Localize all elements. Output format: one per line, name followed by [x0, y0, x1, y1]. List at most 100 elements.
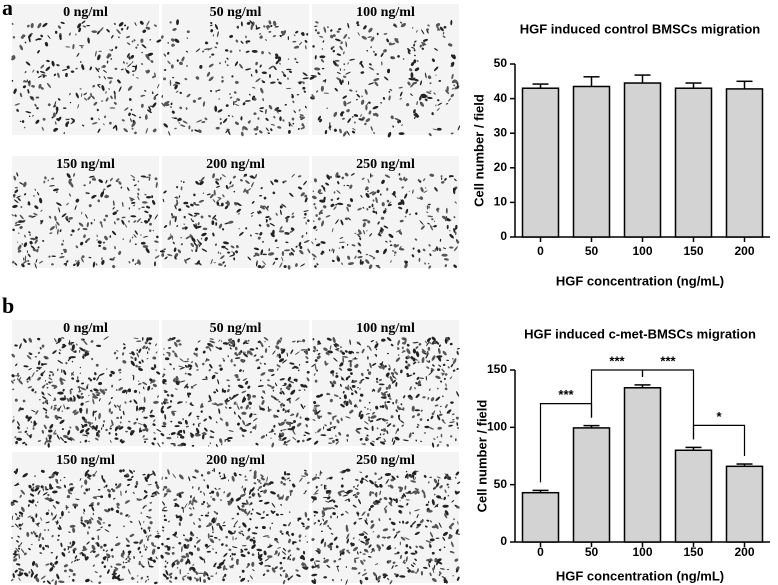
cell-speck [426, 211, 429, 214]
cell-speck [261, 71, 267, 75]
cell-speck [370, 126, 373, 131]
cell-speck [55, 106, 59, 112]
cell-speck [112, 124, 117, 129]
bar [725, 88, 764, 238]
cell-speck [295, 379, 298, 383]
cell-speck [414, 78, 419, 82]
cell-speck [270, 232, 275, 238]
cell-speck [443, 258, 449, 261]
cell-speck [385, 240, 388, 243]
cell-speck [215, 181, 220, 185]
cell-speck [314, 238, 317, 241]
cell-speck [240, 131, 244, 137]
cell-speck [22, 85, 27, 89]
cell-speck [212, 214, 217, 220]
cell-speck [305, 232, 308, 235]
cell-speck [250, 211, 255, 215]
cell-speck [81, 64, 85, 71]
image-label: 200 ng/ml [206, 453, 265, 468]
cell-speck [12, 204, 18, 208]
cell-speck [44, 176, 47, 180]
cell-speck [251, 49, 258, 53]
cell-speck [35, 236, 38, 240]
cell-speck [263, 196, 267, 200]
cell-speck [72, 43, 75, 50]
cell-speck [352, 128, 356, 131]
cell-speck [313, 225, 317, 230]
cell-speck [356, 233, 363, 236]
cell-speck [121, 201, 124, 208]
cell-speck [398, 119, 402, 123]
cell-speck [346, 108, 350, 113]
micrograph [160, 320, 312, 448]
cell-speck [390, 56, 396, 60]
cell-speck [303, 217, 307, 219]
cell-speck [259, 110, 264, 113]
bar [725, 465, 764, 543]
cell-speck [349, 198, 353, 203]
error-bar [736, 80, 753, 89]
cell-speck [279, 209, 282, 216]
cell-speck [208, 214, 211, 218]
cell-speck [193, 223, 198, 230]
cell-speck [392, 190, 396, 196]
cell-speck [217, 109, 223, 113]
cell-speck [123, 61, 125, 64]
cell-speck [416, 29, 418, 33]
cell-speck [217, 198, 222, 202]
cell-speck [399, 245, 402, 250]
cell-speck [40, 219, 44, 225]
cell-speck [281, 256, 284, 262]
cell-speck [24, 255, 27, 262]
cell-speck [118, 86, 122, 92]
cell-speck [88, 175, 95, 178]
cell-speck [292, 122, 295, 125]
cell-speck [457, 83, 459, 89]
cell-speck [35, 119, 40, 124]
cell-speck [347, 62, 349, 65]
cell-speck [436, 127, 442, 131]
cell-speck [115, 179, 119, 183]
micrograph [160, 452, 310, 585]
cell-speck [269, 81, 276, 84]
cell-speck [315, 90, 319, 93]
cell-speck [343, 131, 347, 137]
cell-speck [186, 37, 189, 39]
cell-speck [258, 130, 263, 134]
cell-speck [251, 200, 255, 204]
cell-speck [57, 116, 62, 122]
cell-speck [285, 217, 289, 223]
cell-speck [151, 195, 154, 199]
cell-speck [431, 218, 434, 221]
cell-speck [335, 219, 339, 225]
significance-label: * [716, 409, 722, 424]
cell-speck [268, 51, 271, 55]
cell-speck [291, 215, 295, 219]
cell-speck [199, 180, 204, 186]
cell-speck [50, 263, 54, 266]
cell-speck [419, 80, 423, 86]
cell-speck [339, 68, 342, 71]
cell-speck [280, 30, 284, 34]
cell-speck [317, 72, 321, 76]
cell-speck [148, 347, 150, 351]
cell-speck [240, 40, 244, 44]
cell-speck [320, 85, 324, 92]
cell-speck [428, 132, 432, 137]
image-label: 50 ng/ml [210, 5, 262, 20]
cell-speck [457, 125, 461, 131]
cell-speck [26, 79, 28, 83]
cell-speck [245, 127, 247, 130]
cell-speck [185, 50, 189, 53]
cell-speck [278, 81, 282, 85]
cell-speck [299, 245, 303, 250]
cell-speck [34, 239, 38, 244]
cell-speck [376, 189, 380, 194]
cell-speck [193, 215, 196, 218]
cell-speck [344, 172, 349, 177]
cell-speck [132, 374, 134, 377]
cell-speck [68, 92, 71, 96]
cell-speck [420, 93, 427, 97]
cell-speck [419, 101, 425, 107]
cell-speck [410, 72, 414, 79]
